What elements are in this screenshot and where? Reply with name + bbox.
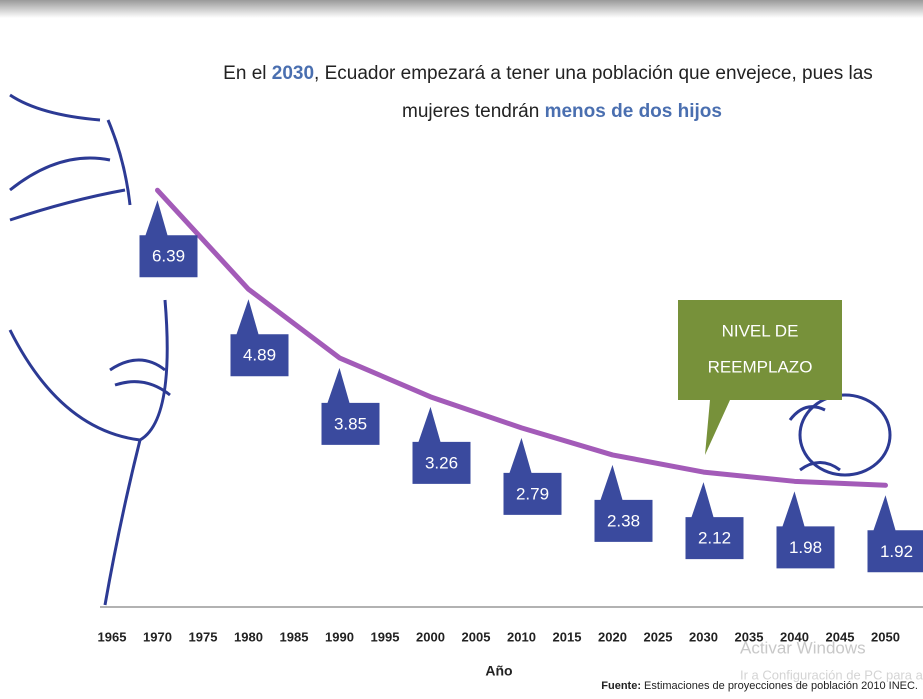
title-line-1: En el 2030, Ecuador empezará a tener una… xyxy=(223,63,873,84)
callout-box xyxy=(412,406,471,484)
silhouette xyxy=(8,93,171,606)
title-text: , Ecuador empezará a tener una población… xyxy=(314,63,873,84)
callout-text: REEMPLAZO xyxy=(708,357,813,376)
watermark: Activar Windows xyxy=(740,638,866,657)
value-label: 6.39 xyxy=(152,247,185,266)
callout-box xyxy=(867,495,923,573)
value-callout: 3.85 xyxy=(321,367,380,445)
x-tick-label: 2000 xyxy=(416,629,445,644)
x-tick-label: 2035 xyxy=(735,629,764,644)
source: Fuente: Estimaciones de proyecciones de … xyxy=(601,680,918,692)
callout-box xyxy=(139,200,198,278)
x-tick-label: 1985 xyxy=(280,629,309,644)
top-shadow xyxy=(0,0,923,18)
callout-box xyxy=(594,464,653,542)
title-text: mujeres tendrán xyxy=(402,101,545,122)
callout-text: NIVEL DE xyxy=(722,321,799,340)
callout-box xyxy=(678,300,842,455)
value-callout: 2.79 xyxy=(503,437,562,515)
title-highlight: menos de dos hijos xyxy=(545,101,722,122)
callout-box xyxy=(321,367,380,445)
x-tick-label: 1980 xyxy=(234,629,263,644)
baby xyxy=(788,393,892,477)
source-label: Fuente: xyxy=(601,680,641,692)
trend-line xyxy=(155,187,888,488)
value-callout: 1.98 xyxy=(776,491,835,569)
x-tick-label: 2050 xyxy=(871,629,900,644)
title-highlight: 2030 xyxy=(272,63,314,84)
replacement-callout: NIVEL DE REEMPLAZO xyxy=(678,300,842,455)
x-tick-label: 2020 xyxy=(598,629,627,644)
source-text: Estimaciones de proyecciones de població… xyxy=(641,680,918,692)
x-tick-label: 1990 xyxy=(325,629,354,644)
x-tick-label: 2005 xyxy=(462,629,491,644)
x-tick-label: 2040 xyxy=(780,629,809,644)
value-callout: 1.92 xyxy=(867,495,923,573)
callout-box xyxy=(685,482,744,560)
value-callout: 2.12 xyxy=(685,482,744,560)
value-label: 2.38 xyxy=(607,511,640,530)
value-label: 4.89 xyxy=(243,346,276,365)
value-label: 3.26 xyxy=(425,453,458,472)
x-tick-label: 2045 xyxy=(826,629,855,644)
x-tick-label: 1995 xyxy=(371,629,400,644)
x-tick-label: 2025 xyxy=(644,629,673,644)
callout-box xyxy=(230,299,289,377)
x-tick-label: 2015 xyxy=(553,629,582,644)
value-callout: 4.89 xyxy=(230,299,289,377)
value-label: 1.92 xyxy=(880,542,913,561)
x-tick-label: 1975 xyxy=(189,629,218,644)
x-tick-label: 1965 xyxy=(98,629,127,644)
x-tick-label: 1970 xyxy=(143,629,172,644)
value-label: 3.85 xyxy=(334,414,367,433)
value-callout: 3.26 xyxy=(412,406,471,484)
watermark: Ir a Configuración de PC para activar Wi… xyxy=(740,667,923,682)
value-callout: 6.39 xyxy=(139,200,198,278)
x-axis-label: Año xyxy=(485,663,512,679)
callout-box xyxy=(776,491,835,569)
callout-box xyxy=(503,437,562,515)
x-tick-label: 2030 xyxy=(689,629,718,644)
value-label: 2.79 xyxy=(516,484,549,503)
value-label: 2.12 xyxy=(698,529,731,548)
title-text: En el xyxy=(223,63,272,84)
value-label: 1.98 xyxy=(789,538,822,557)
title-line-2: mujeres tendrán menos de dos hijos xyxy=(402,101,722,122)
value-callout: 2.38 xyxy=(594,464,653,542)
x-tick-label: 2010 xyxy=(507,629,536,644)
